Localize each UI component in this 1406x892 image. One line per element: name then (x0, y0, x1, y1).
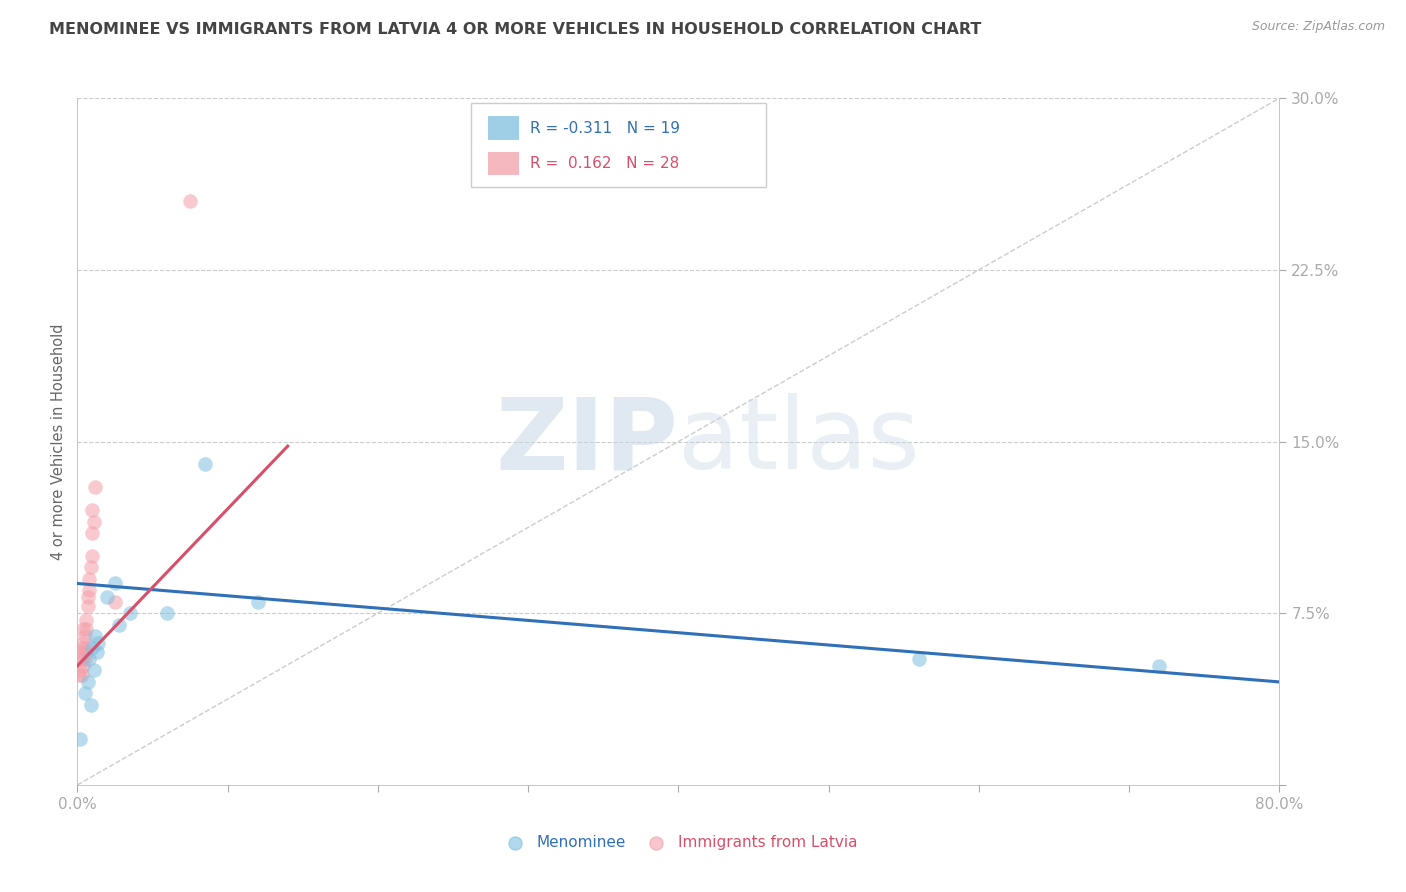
Point (75, 645, 97, 659)
Point (84, 629, 107, 643)
Point (72, 622, 94, 636)
Point (79, 652, 101, 666)
Y-axis label: 4 or more Vehicles in Household: 4 or more Vehicles in Household (51, 323, 66, 560)
Point (80, 698, 103, 712)
Text: R =  0.162   N = 28: R = 0.162 N = 28 (530, 156, 679, 171)
Point (70, 640, 93, 655)
Point (69, 732, 91, 747)
Point (76, 675, 98, 690)
Text: atlas: atlas (679, 393, 920, 490)
Point (246, 595, 269, 609)
Point (67, 668, 90, 682)
Point (104, 576, 127, 591)
Legend: Menominee, Immigrants from Latvia: Menominee, Immigrants from Latvia (494, 829, 863, 856)
Point (75, 613, 97, 627)
Point (82, 640, 104, 655)
Text: R = -0.311   N = 19: R = -0.311 N = 19 (530, 120, 681, 136)
Point (72, 645, 94, 659)
Point (76, 591, 98, 605)
Point (908, 652, 931, 666)
Point (108, 617, 131, 632)
Point (72, 636, 94, 650)
Point (73, 652, 96, 666)
Point (72, 659, 94, 673)
Point (156, 607, 179, 621)
Point (79, 583, 101, 598)
Point (82, 503, 104, 517)
Point (86, 645, 108, 659)
Point (83, 664, 105, 678)
Text: ZIP: ZIP (495, 393, 679, 490)
Point (87, 636, 110, 650)
Point (73, 629, 96, 643)
Point (73, 686, 96, 700)
Point (73, 640, 96, 655)
Point (70, 668, 93, 682)
Point (69, 652, 91, 666)
Point (79, 572, 101, 586)
Point (76, 599, 98, 614)
Point (80, 560, 103, 574)
Point (83, 515, 105, 529)
Point (84, 480, 107, 494)
Text: MENOMINEE VS IMMIGRANTS FROM LATVIA 4 OR MORE VEHICLES IN HOUSEHOLD CORRELATION : MENOMINEE VS IMMIGRANTS FROM LATVIA 4 OR… (49, 22, 981, 37)
Point (70, 652, 93, 666)
Point (75, 622, 97, 636)
Point (82, 549, 104, 563)
Text: Source: ZipAtlas.com: Source: ZipAtlas.com (1251, 20, 1385, 33)
Point (69, 664, 91, 678)
Point (82, 526, 104, 541)
Point (194, 458, 217, 472)
Point (179, 194, 201, 209)
Point (104, 595, 127, 609)
Point (1149, 659, 1171, 673)
Point (96, 591, 118, 605)
Point (118, 607, 141, 621)
